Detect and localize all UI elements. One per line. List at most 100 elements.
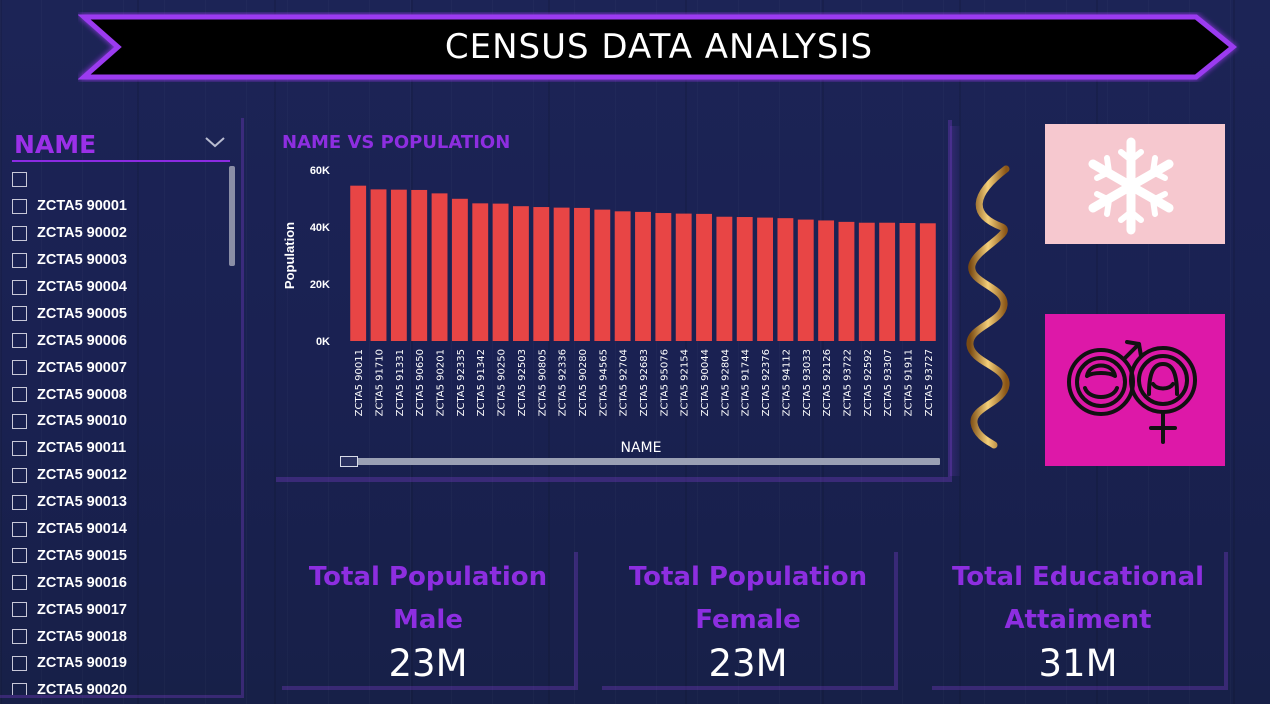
chart-bar <box>451 198 468 341</box>
checkbox[interactable] <box>12 494 27 510</box>
checkbox[interactable] <box>12 467 27 483</box>
kpi-card-female: Total Population Female 23M <box>602 552 898 690</box>
kpi-label: Total Population Male <box>282 556 574 642</box>
chart-bar <box>838 221 855 341</box>
slicer-item[interactable]: ZCTA5 90013 <box>12 489 232 516</box>
slicer-item[interactable]: ZCTA5 90015 <box>12 542 232 569</box>
x-tick-label: ZCTA5 90044 <box>700 349 711 416</box>
chart-scrollbar[interactable] <box>342 458 940 465</box>
x-tick-label: ZCTA5 91342 <box>476 349 487 416</box>
checkbox[interactable] <box>12 629 27 645</box>
population-chart-panel: 0K 20K 40K 60K Population ZCTA5 90011 ZCTA5 91… <box>276 120 952 482</box>
chart-bar <box>919 223 936 341</box>
x-tick-label: ZCTA5 92336 <box>558 349 569 416</box>
checkbox[interactable] <box>12 360 27 376</box>
chart-bar <box>797 219 814 341</box>
slicer-list: ZCTA5 90001 ZCTA5 90002 ZCTA5 90003 ZCTA… <box>12 166 232 695</box>
slicer-item-label: ZCTA5 90002 <box>37 225 127 242</box>
slicer-item-label: ZCTA5 90016 <box>37 574 127 591</box>
y-tick-label: 20K <box>310 279 330 291</box>
snowflake-icon <box>1088 137 1174 235</box>
chart-bar <box>736 217 753 341</box>
checkbox[interactable] <box>12 575 27 591</box>
slicer-item-label: ZCTA5 90006 <box>37 332 127 349</box>
chart-bar <box>635 211 651 341</box>
name-slicer[interactable]: NAME ZCTA5 90001 ZCTA5 90002 ZCTA5 90003… <box>0 118 244 698</box>
slicer-item[interactable]: ZCTA5 90020 <box>12 677 232 695</box>
slicer-item[interactable]: ZCTA5 90005 <box>12 300 232 327</box>
kpi-label-line1: Total Educational <box>951 562 1205 592</box>
page-title: CENSUS DATA ANALYSIS <box>444 27 874 67</box>
checkbox[interactable] <box>12 413 27 429</box>
chart-bar <box>858 222 875 341</box>
x-tick-label: ZCTA5 92503 <box>517 349 528 416</box>
y-tick-label: 40K <box>310 222 330 234</box>
slicer-item[interactable]: ZCTA5 90014 <box>12 516 232 543</box>
slicer-item[interactable]: ZCTA5 90012 <box>12 462 232 489</box>
kpi-value: 31M <box>1038 642 1118 685</box>
slicer-item[interactable]: ZCTA5 90007 <box>12 354 232 381</box>
checkbox[interactable] <box>12 306 27 322</box>
checkbox[interactable] <box>12 655 27 671</box>
slicer-item[interactable]: ZCTA5 90004 <box>12 274 232 301</box>
x-tick-label: ZCTA5 92592 <box>863 349 874 416</box>
x-tick-label: ZCTA5 94565 <box>598 349 609 416</box>
chart-scrollbar-thumb[interactable] <box>340 456 358 467</box>
chevron-down-icon[interactable] <box>204 134 226 153</box>
chart-bar <box>899 223 916 341</box>
slicer-item[interactable]: ZCTA5 90016 <box>12 569 232 596</box>
x-tick-label: ZCTA5 90280 <box>578 349 589 416</box>
slicer-item[interactable]: ZCTA5 90006 <box>12 327 232 354</box>
checkbox[interactable] <box>12 682 27 695</box>
y-axis-label: Population <box>282 222 297 289</box>
slicer-item[interactable]: ZCTA5 90017 <box>12 596 232 623</box>
x-tick-label: ZCTA5 91331 <box>395 349 406 416</box>
slicer-header[interactable]: NAME <box>12 126 230 162</box>
x-tick-label: ZCTA5 91710 <box>375 349 386 416</box>
checkbox[interactable] <box>12 602 27 618</box>
slicer-item[interactable]: ZCTA5 90002 <box>12 220 232 247</box>
chart-title: NAME VS POPULATION <box>282 132 511 153</box>
checkbox[interactable] <box>12 198 27 214</box>
header-banner: CENSUS DATA ANALYSIS <box>78 12 1240 82</box>
x-tick-label: ZCTA5 94112 <box>781 349 792 416</box>
checkbox[interactable] <box>12 387 27 403</box>
slicer-item-label: ZCTA5 90007 <box>37 359 127 376</box>
checkbox[interactable] <box>12 225 27 241</box>
kpi-label-line2: Attaiment <box>1004 605 1152 635</box>
gender-male-female-icon <box>1067 340 1197 444</box>
checkbox[interactable] <box>12 252 27 268</box>
banner-shape <box>78 14 1237 80</box>
y-tick-label: 60K <box>310 165 330 177</box>
slicer-item-label: ZCTA5 90014 <box>37 521 127 538</box>
slicer-item-label: ZCTA5 90010 <box>37 413 127 430</box>
checkbox[interactable] <box>12 171 27 187</box>
chart-bar <box>390 189 407 341</box>
panel-divider <box>950 126 960 476</box>
y-tick-label: 0K <box>316 336 330 348</box>
kpi-label-line1: Total Population <box>308 562 548 592</box>
slicer-item-select-all[interactable] <box>12 166 232 193</box>
slicer-item[interactable]: ZCTA5 90018 <box>12 623 232 650</box>
slicer-item[interactable]: ZCTA5 90010 <box>12 408 232 435</box>
checkbox[interactable] <box>12 548 27 564</box>
x-tick-label: ZCTA5 92704 <box>619 349 630 416</box>
x-tick-label: ZCTA5 93033 <box>802 349 813 416</box>
chart-bar <box>675 213 692 341</box>
slicer-item[interactable]: ZCTA5 90003 <box>12 247 232 274</box>
slicer-item[interactable]: ZCTA5 90011 <box>12 435 232 462</box>
slicer-item-label: ZCTA5 90003 <box>37 252 127 269</box>
x-tick-label: ZCTA5 92126 <box>822 349 833 416</box>
slicer-scrollbar[interactable] <box>229 166 235 266</box>
chart-bar <box>431 193 448 341</box>
slicer-item[interactable]: ZCTA5 90008 <box>12 381 232 408</box>
checkbox[interactable] <box>12 279 27 295</box>
slicer-item[interactable]: ZCTA5 90001 <box>12 193 232 220</box>
kpi-label-line1: Total Population <box>628 562 868 592</box>
checkbox[interactable] <box>12 440 27 456</box>
kpi-card-male: Total Population Male 23M <box>282 552 578 690</box>
slicer-item[interactable]: ZCTA5 90019 <box>12 650 232 677</box>
checkbox[interactable] <box>12 521 27 537</box>
kpi-card-education: Total Educational Attaiment 31M <box>932 552 1228 690</box>
checkbox[interactable] <box>12 333 27 349</box>
